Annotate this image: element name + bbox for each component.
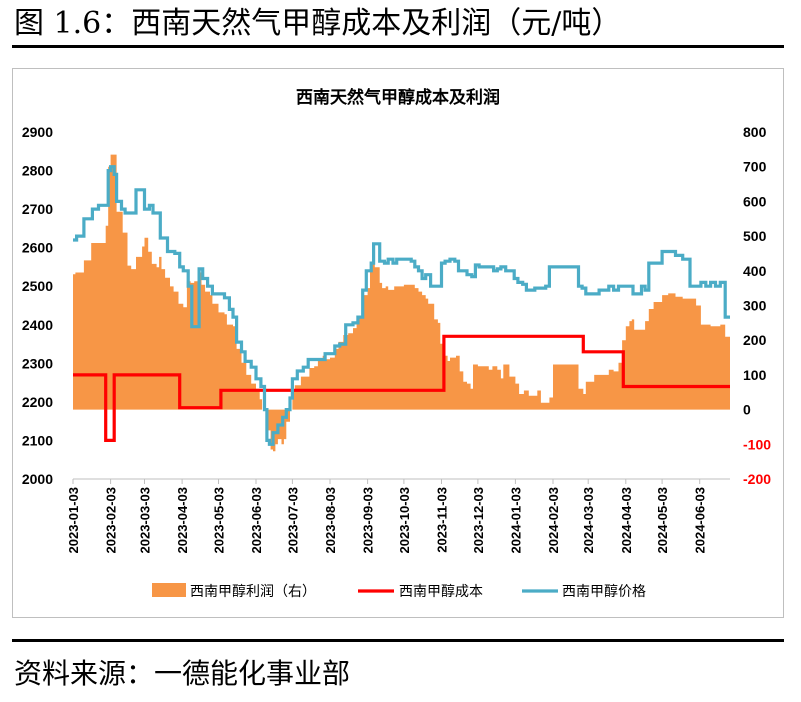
source-note: 资料来源：一德能化事业部 [14,657,351,690]
line-group [73,165,730,446]
x-tick-label: 2023-05-03 [212,487,227,554]
right-tick-label: 0 [743,402,751,418]
right-tick-label: 800 [743,124,767,140]
x-tick-label: 2023-12-03 [471,487,486,554]
x-tick-label: 2023-04-03 [175,487,190,554]
right-tick-label: 700 [743,159,767,175]
legend: 西南甲醇利润（右） 西南甲醇成本 西南甲醇价格 [152,583,646,599]
right-tick-label: 300 [743,298,767,314]
figure-title: 图 1.6：西南天然气甲醇成本及利润（元/吨） [14,6,622,41]
left-tick-label: 2800 [22,163,53,179]
left-axis: 2000 2100 2200 2300 2400 2500 2600 2700 2800 2900 [22,124,53,487]
left-tick-label: 2200 [22,394,53,410]
title-rule [12,45,784,48]
x-tick-label: 2024-01-03 [508,487,523,554]
x-tick-label: 2024-06-03 [693,487,708,554]
legend-label-profit: 西南甲醇利润（右） [190,583,316,599]
right-tick-label: 600 [743,193,767,209]
source-rule [12,639,784,642]
price-line [73,165,730,446]
x-tick-label: 2023-03-03 [138,487,153,554]
left-tick-label: 2300 [22,355,53,371]
x-tick-label: 2023-08-03 [323,487,338,554]
x-tick-label: 2023-01-03 [66,487,81,554]
left-tick-label: 2700 [22,201,53,217]
left-tick-label: 2400 [22,317,53,333]
cost-line [73,334,730,442]
left-tick-label: 2600 [22,240,53,256]
x-tick-label: 2024-05-03 [655,487,670,554]
x-tick-label: 2023-06-03 [249,487,264,554]
legend-swatch-profit [152,583,186,597]
x-tick-label: 2023-10-03 [397,487,412,554]
x-tick-label: 2023-02-03 [104,487,119,554]
left-tick-label: 2000 [22,471,53,487]
x-tick-label: 2024-02-03 [546,487,561,554]
right-tick-label: -200 [743,471,771,487]
legend-label-price: 西南甲醇价格 [562,583,646,599]
right-tick-label: 400 [743,263,767,279]
chart-panel [12,68,784,618]
x-tick-label: 2023-09-03 [361,487,376,554]
right-tick-label: 200 [743,332,767,348]
left-tick-label: 2500 [22,278,53,294]
x-axis: 2023-01-03 2023-02-03 2023-03-03 2023-04-03… [66,478,730,554]
chart-title: 西南天然气甲醇成本及利润 [296,87,500,107]
profit-area-group [73,154,730,452]
left-tick-label: 2100 [22,432,53,448]
right-tick-label: 500 [743,228,767,244]
right-tick-label: 100 [743,367,767,383]
profit-area [73,154,730,452]
legend-label-cost: 西南甲醇成本 [399,583,483,599]
right-tick-label: -100 [743,436,771,452]
x-tick-label: 2023-11-03 [435,487,450,553]
x-tick-label: 2024-04-03 [619,487,634,554]
right-axis: -200 -100 0 100 200 300 400 500 600 700 800 [743,124,771,487]
left-tick-label: 2900 [22,124,53,140]
x-tick-label: 2024-03-03 [581,487,596,554]
x-tick-label: 2023-07-03 [285,487,300,554]
